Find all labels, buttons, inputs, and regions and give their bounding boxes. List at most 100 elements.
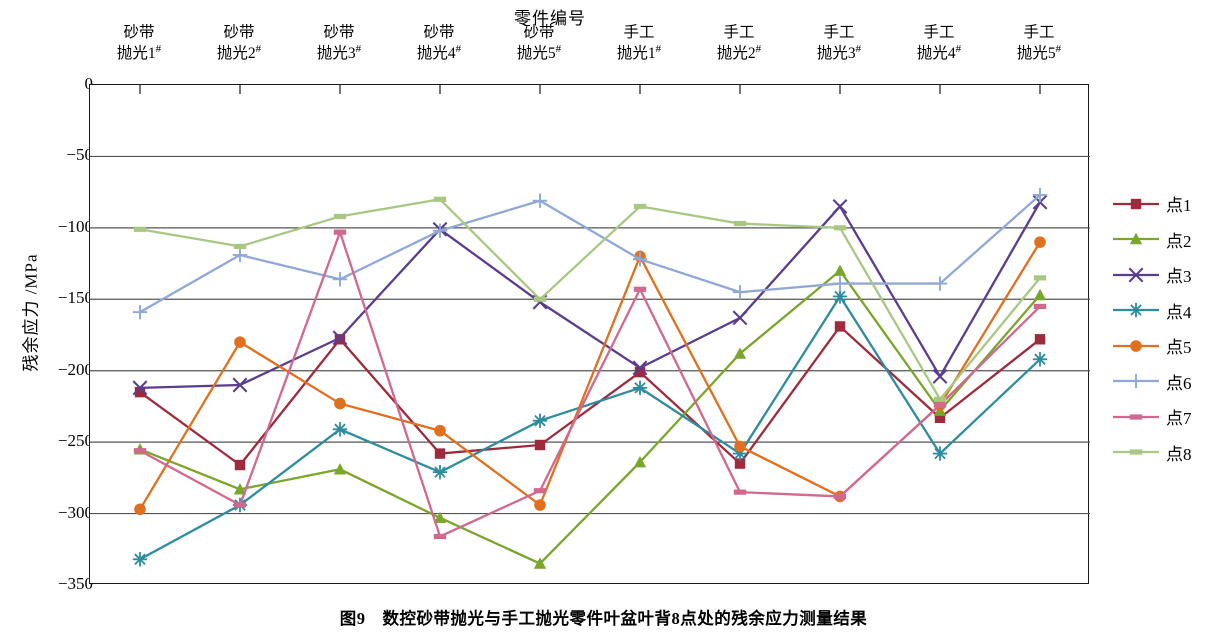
data-point-marker — [934, 412, 946, 424]
x-axis-title: 零件编号 — [514, 9, 586, 28]
legend-marker-triangle-icon — [1112, 230, 1160, 248]
y-tick-3: −150 — [57, 288, 93, 308]
data-point-marker — [333, 229, 347, 235]
series-点1 — [134, 321, 1046, 471]
data-point-marker — [334, 397, 346, 410]
data-point-marker — [332, 422, 348, 437]
data-point-marker — [1130, 198, 1142, 209]
data-point-marker — [932, 276, 948, 291]
category-label-8: 手工 抛光3# — [816, 24, 862, 63]
legend-marker-bar-icon — [1112, 443, 1160, 461]
category-label-9: 手工 抛光4# — [916, 24, 962, 63]
y-tick-7: −350 — [57, 574, 93, 593]
data-point-marker — [633, 455, 647, 468]
data-point-marker — [832, 198, 848, 214]
legend-item-8[interactable]: 点8 — [1112, 435, 1207, 471]
category-label-4: 砂带 抛光4# — [416, 24, 462, 63]
data-point-marker — [434, 424, 446, 437]
data-point-marker — [733, 347, 747, 359]
legend-marker-plus-icon — [1112, 372, 1160, 390]
y-tick-4: −200 — [57, 359, 93, 379]
data-point-marker — [733, 220, 747, 227]
series-点4 — [132, 289, 1048, 567]
data-point-marker — [633, 203, 647, 210]
data-point-marker — [434, 448, 446, 459]
data-point-marker — [632, 360, 648, 376]
data-point-marker — [134, 386, 146, 398]
y-tick-1: −50 — [66, 145, 93, 165]
legend-label-2: 点2 — [1166, 231, 1192, 251]
series-点3 — [132, 194, 1048, 396]
data-point-marker — [1032, 352, 1048, 367]
data-point-marker — [232, 377, 248, 393]
data-point-marker — [1032, 187, 1048, 203]
data-point-marker — [532, 193, 548, 208]
data-point-marker — [332, 330, 348, 346]
data-point-marker — [632, 380, 648, 396]
data-point-marker — [233, 502, 247, 508]
data-point-marker — [732, 310, 748, 326]
category-label-5: 砂带 抛光5# — [516, 24, 562, 63]
category-labels: 砂带 抛光1# 砂带 抛光2# 砂带 抛光3# 砂带 抛光4# 砂带 抛光5# 手工 抛光1# 手工 抛光… — [89, 24, 1089, 82]
data-point-marker — [1129, 449, 1143, 455]
legend-item-5[interactable]: 点5 — [1112, 328, 1207, 364]
legend-item-7[interactable]: 点7 — [1112, 399, 1207, 435]
data-point-marker — [132, 380, 148, 396]
data-point-marker — [1128, 374, 1144, 389]
data-point-marker — [633, 286, 647, 292]
legend-item-1[interactable]: 点1 — [1112, 186, 1207, 222]
data-point-marker — [132, 304, 148, 320]
data-point-marker — [533, 488, 547, 494]
data-point-marker — [432, 223, 448, 238]
data-point-marker — [1128, 267, 1144, 283]
data-point-marker — [1033, 303, 1047, 310]
data-point-marker — [1033, 275, 1047, 281]
data-point-marker — [234, 336, 246, 348]
data-point-marker — [333, 213, 347, 220]
figure-caption: 图9 数控砂带抛光与手工抛光零件叶盆叶背8点处的残余应力测量结果 — [339, 609, 868, 628]
series-点8 — [133, 196, 1047, 402]
legend-label-6: 点6 — [1166, 373, 1192, 393]
y-tick-5: −250 — [57, 431, 93, 451]
legend-item-2[interactable]: 点2 — [1112, 222, 1207, 258]
data-point-marker — [232, 247, 248, 263]
data-point-marker — [1128, 303, 1144, 318]
data-point-marker — [532, 413, 548, 428]
category-label-3: 砂带 抛光3# — [316, 24, 362, 63]
legend-item-3[interactable]: 点3 — [1112, 257, 1207, 293]
data-point-marker — [733, 489, 747, 495]
data-point-marker — [634, 366, 646, 378]
legend-label-3: 点3 — [1166, 267, 1192, 287]
legend-label-5: 点5 — [1166, 338, 1192, 358]
series-点2 — [133, 264, 1047, 569]
data-point-marker — [1130, 339, 1142, 352]
category-label-1: 砂带 抛光1# — [116, 24, 162, 63]
data-point-marker — [1033, 288, 1047, 301]
category-label-7: 手工 抛光2# — [716, 24, 762, 63]
category-label-6: 手工 抛光1# — [616, 24, 662, 63]
data-point-marker — [333, 463, 347, 475]
data-point-marker — [933, 402, 947, 408]
category-label-10: 手工 抛光5# — [1016, 24, 1062, 63]
data-point-marker — [133, 226, 147, 232]
data-point-marker — [1034, 334, 1046, 345]
data-point-marker — [332, 272, 348, 287]
data-point-marker — [734, 440, 746, 453]
data-point-marker — [832, 289, 848, 304]
data-point-marker — [533, 296, 547, 302]
legend-label-7: 点7 — [1166, 409, 1192, 429]
data-point-marker — [833, 493, 847, 500]
series-点5 — [134, 236, 1046, 516]
legend-marker-cross-icon — [1112, 266, 1160, 284]
legend-item-6[interactable]: 点6 — [1112, 364, 1207, 400]
legend: 点1 点2 点3 点4 点5 点6 点7 点8 — [1112, 186, 1207, 470]
data-point-marker — [433, 533, 447, 540]
data-point-marker — [132, 552, 148, 567]
data-point-marker — [432, 464, 448, 480]
y-tick-6: −300 — [57, 502, 93, 522]
data-point-marker — [233, 483, 247, 495]
legend-item-4[interactable]: 点4 — [1112, 293, 1207, 329]
data-point-marker — [534, 439, 546, 451]
y-tick-0: 0 — [33, 74, 94, 94]
data-point-marker — [732, 284, 748, 300]
